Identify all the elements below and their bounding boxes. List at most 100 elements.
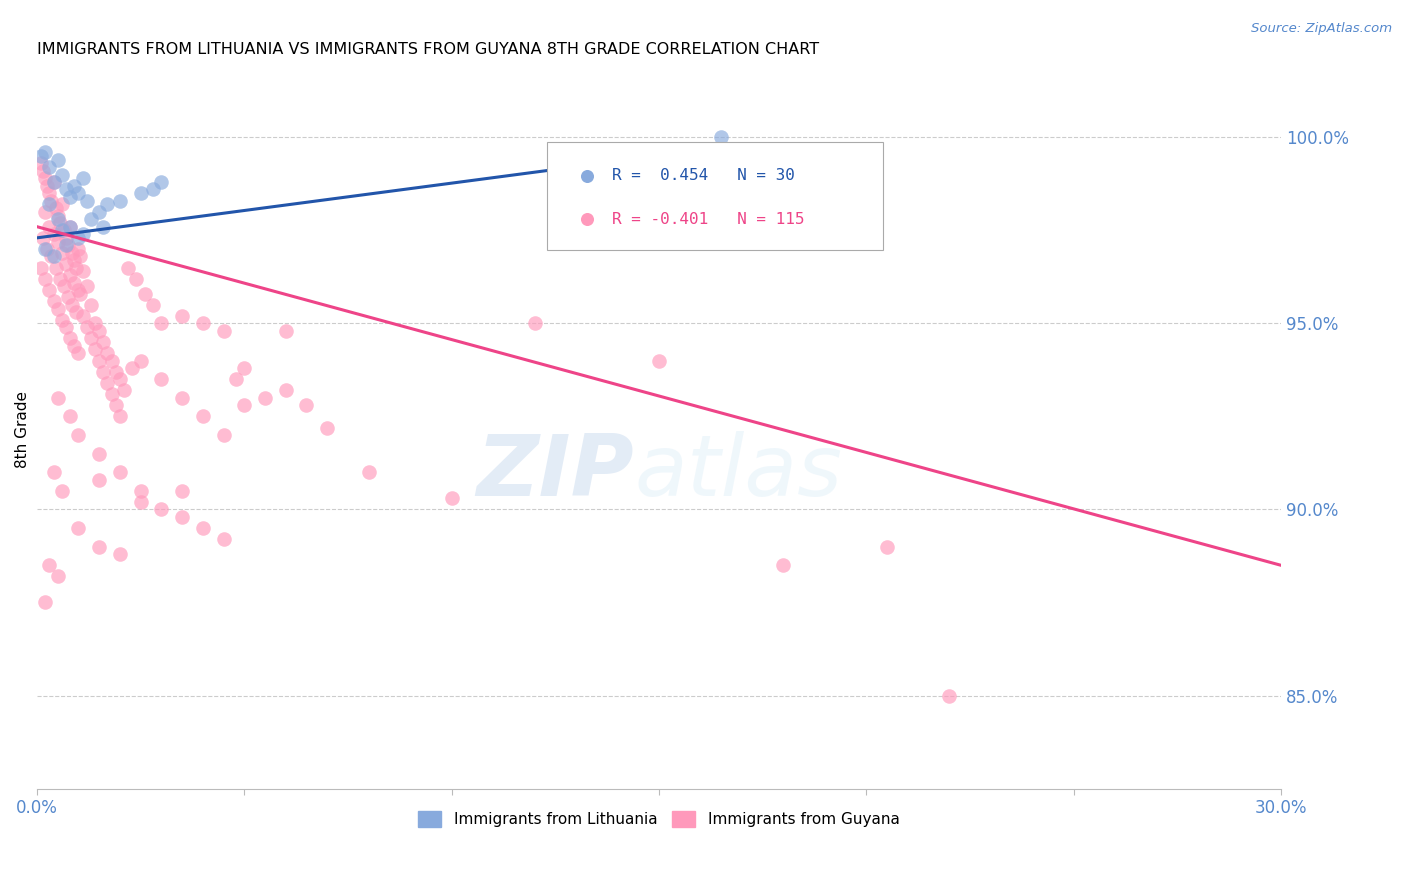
Point — [34, 145, 56, 160]
Point — [67, 231, 90, 245]
Point — [80, 298, 103, 312]
Point — [129, 186, 152, 201]
Point — [55, 238, 77, 252]
Point — [46, 212, 69, 227]
Point — [46, 391, 69, 405]
Point — [46, 235, 69, 249]
Point — [648, 353, 671, 368]
Point — [34, 242, 56, 256]
Point — [100, 387, 122, 401]
Point — [80, 331, 103, 345]
Point — [69, 250, 91, 264]
Text: ZIP: ZIP — [477, 431, 634, 514]
Text: atlas: atlas — [634, 431, 842, 514]
Point — [59, 219, 82, 234]
Point — [212, 533, 235, 547]
Point — [30, 260, 52, 275]
Point — [63, 339, 86, 353]
Point — [42, 175, 65, 189]
Point — [89, 473, 111, 487]
Point — [55, 257, 77, 271]
Point — [67, 428, 90, 442]
Point — [67, 346, 90, 360]
Point — [51, 197, 73, 211]
Point — [134, 286, 156, 301]
Point — [121, 361, 143, 376]
Point — [91, 334, 114, 349]
Y-axis label: 8th Grade: 8th Grade — [15, 391, 30, 468]
Point — [89, 324, 111, 338]
Point — [63, 276, 86, 290]
Point — [34, 595, 56, 609]
Point — [55, 231, 77, 245]
Point — [172, 391, 194, 405]
Point — [52, 223, 75, 237]
Point — [876, 540, 898, 554]
Point — [96, 376, 118, 390]
Point — [34, 272, 56, 286]
Point — [80, 212, 103, 227]
Point — [55, 182, 77, 196]
Point — [191, 409, 214, 424]
Point — [42, 465, 65, 479]
Point — [772, 558, 794, 573]
Point — [233, 361, 256, 376]
Text: Source: ZipAtlas.com: Source: ZipAtlas.com — [1251, 22, 1392, 36]
Point — [108, 409, 131, 424]
Point — [253, 391, 276, 405]
Point — [63, 178, 86, 193]
Point — [32, 231, 55, 245]
Point — [59, 409, 82, 424]
Point — [46, 569, 69, 583]
Point — [34, 204, 56, 219]
Point — [67, 521, 90, 535]
Point — [45, 201, 67, 215]
Point — [274, 384, 297, 398]
Point — [91, 365, 114, 379]
Point — [72, 227, 94, 241]
Point — [37, 242, 59, 256]
Point — [48, 272, 70, 286]
Point — [150, 502, 173, 516]
Point — [100, 353, 122, 368]
Point — [172, 483, 194, 498]
Point — [32, 164, 55, 178]
Point — [96, 346, 118, 360]
Point — [84, 343, 107, 357]
Point — [67, 186, 90, 201]
Point — [129, 353, 152, 368]
Point — [30, 156, 52, 170]
Point — [59, 190, 82, 204]
Point — [30, 149, 52, 163]
Point — [129, 495, 152, 509]
Point — [357, 465, 380, 479]
Point — [108, 547, 131, 561]
Point — [172, 309, 194, 323]
Point — [233, 398, 256, 412]
Point — [440, 491, 463, 506]
Point — [316, 420, 339, 434]
Point — [48, 216, 70, 230]
Point — [38, 186, 60, 201]
Point — [89, 353, 111, 368]
Point — [63, 253, 86, 268]
Point — [41, 194, 63, 208]
Text: R = -0.401   N = 115: R = -0.401 N = 115 — [612, 212, 804, 227]
Point — [51, 312, 73, 326]
Point — [59, 331, 82, 345]
Point — [89, 447, 111, 461]
Point — [51, 245, 73, 260]
Point — [89, 204, 111, 219]
Point — [710, 130, 733, 145]
Point — [38, 283, 60, 297]
Point — [225, 372, 247, 386]
Point — [46, 209, 69, 223]
Point — [72, 264, 94, 278]
Point — [52, 279, 75, 293]
Point — [91, 219, 114, 234]
Point — [274, 324, 297, 338]
Point — [42, 250, 65, 264]
Point — [104, 398, 127, 412]
Point — [108, 194, 131, 208]
Point — [76, 320, 98, 334]
